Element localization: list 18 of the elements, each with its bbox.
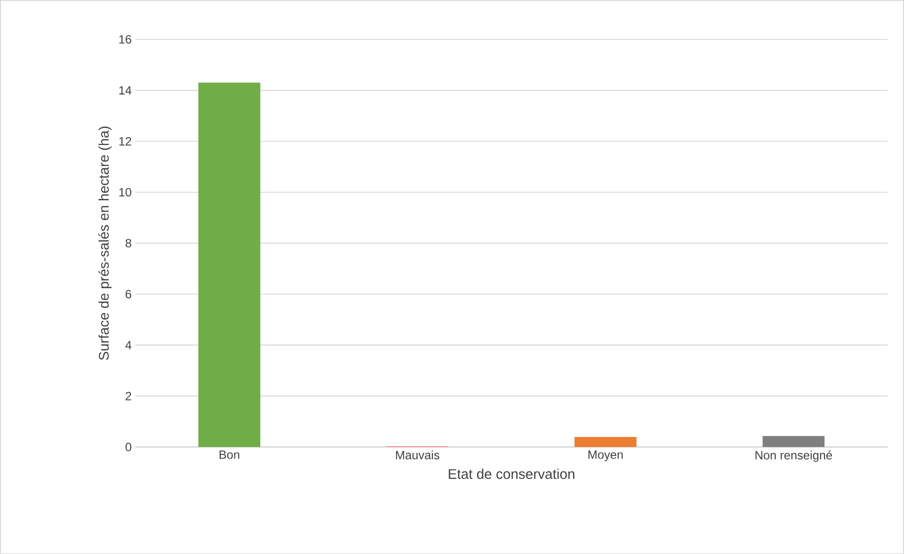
- y-tick-label: 6: [126, 290, 132, 298]
- x-tick-label: Bon: [220, 450, 240, 459]
- x-axis-title: Etat de conservation: [448, 468, 574, 479]
- y-tick-label: 10: [119, 188, 132, 196]
- y-tick-label: 14: [119, 86, 132, 94]
- y-axis-title: Surface de prés-salés en hectare (ha): [98, 126, 112, 360]
- y-tick-label: 8: [126, 238, 132, 248]
- x-tick-label: Moyen: [588, 450, 623, 462]
- y-tick-label: 12: [119, 136, 132, 146]
- bar: [762, 436, 825, 447]
- bar: [574, 436, 636, 447]
- x-tick-label: Non renseigné: [756, 450, 832, 462]
- y-tick-label: 16: [119, 34, 132, 44]
- bar: [198, 82, 260, 447]
- y-tick-label: 2: [126, 392, 132, 400]
- y-tick-label: 0: [126, 442, 132, 452]
- x-tick-label: Mauvais: [396, 450, 440, 460]
- y-tick-label: 4: [125, 340, 132, 350]
